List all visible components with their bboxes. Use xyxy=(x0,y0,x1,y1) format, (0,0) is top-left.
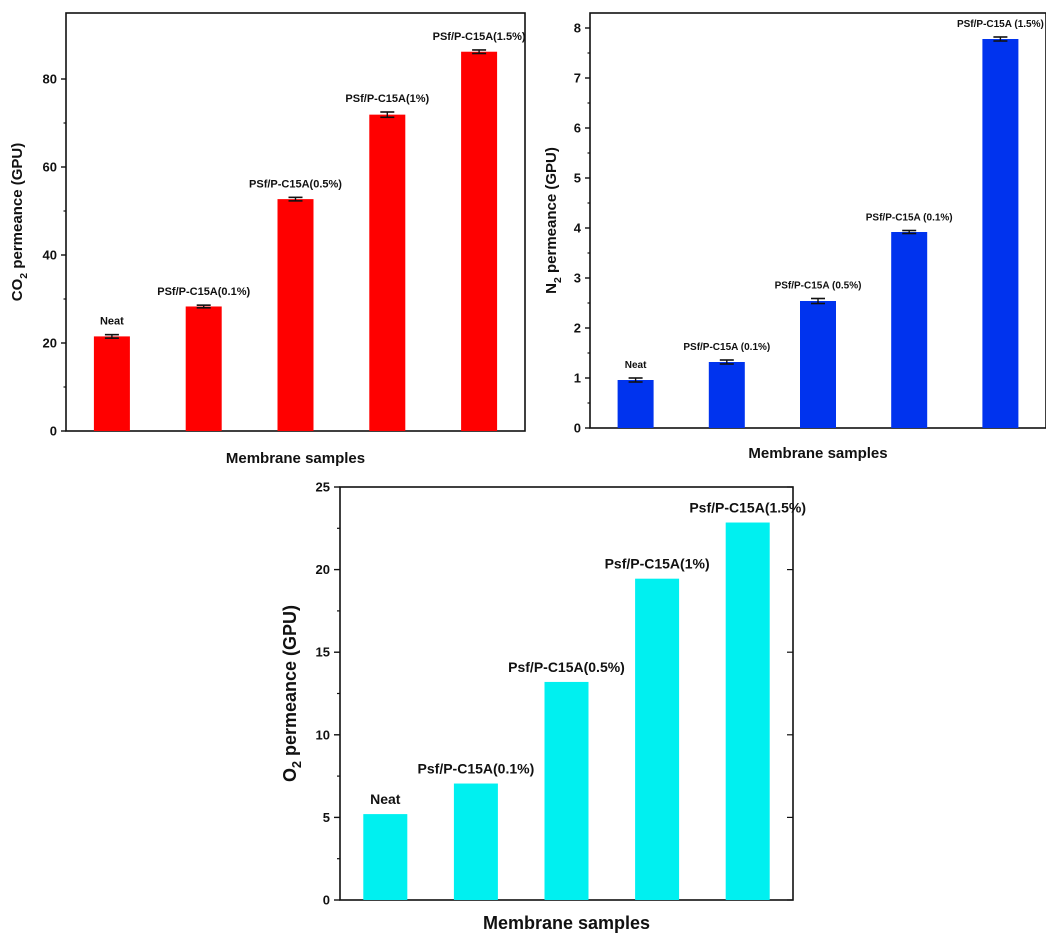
y-tick-label: 25 xyxy=(316,480,330,495)
bar xyxy=(544,681,589,900)
bar xyxy=(93,336,130,431)
y-axis-title: O2 permeance (GPU) xyxy=(280,605,304,782)
y-tick-label: 10 xyxy=(316,727,330,742)
y-axis-title-rest: permeance (GPU) xyxy=(9,143,26,273)
bar-category-label: PSf/P-C15A (0.5%) xyxy=(775,281,862,292)
y-tick-label: 4 xyxy=(574,221,582,236)
y-tick-label: 15 xyxy=(316,645,330,660)
y-tick-label: 80 xyxy=(43,72,57,87)
y-axis-title-subscript: 2 xyxy=(290,761,304,768)
bar-category-label: Psf/P-C15A(0.1%) xyxy=(418,761,535,777)
y-tick-label: 20 xyxy=(43,336,57,351)
bar xyxy=(453,783,498,900)
y-tick-label: 40 xyxy=(43,248,57,263)
bar-category-label: PSf/P-C15A (0.1%) xyxy=(866,213,953,224)
bar-category-label: Psf/P-C15A(1.5%) xyxy=(689,500,806,516)
chart-2: 0 1 2 3 4 5 6 7 8 Neat PSf/P-C15A (0.1%) PSf/P-C15A… xyxy=(543,12,1046,462)
chart-1: 0 20 40 60 80 Neat PSf/P-C15A(0.1%) PSf/P-C15A(… xyxy=(9,12,526,467)
y-axis-title: CO2 permeance (GPU) xyxy=(9,143,30,301)
y-tick-label: 6 xyxy=(574,121,581,136)
bar-category-label: PSf/P-C15A(0.5%) xyxy=(249,178,342,190)
y-axis-title-rest: permeance (GPU) xyxy=(280,605,300,761)
y-axis-title: N2 permeance (GPU) xyxy=(543,147,564,294)
bar xyxy=(725,522,770,900)
bar xyxy=(617,380,654,428)
bar xyxy=(369,114,406,431)
y-tick-label: 0 xyxy=(323,893,330,908)
bar xyxy=(800,301,836,428)
y-tick-label: 5 xyxy=(323,810,330,825)
y-tick-label: 8 xyxy=(574,21,581,36)
x-axis-title: Membrane samples xyxy=(226,450,365,467)
bar-category-label: Neat xyxy=(370,791,401,807)
bar-category-label: PSf/P-C15A(1%) xyxy=(345,93,429,105)
bar-category-label: PSf/P-C15A (1.5%) xyxy=(957,19,1044,30)
y-axis-title-main: N xyxy=(543,283,560,294)
bar xyxy=(277,199,314,431)
y-tick-label: 0 xyxy=(574,421,581,436)
y-tick-label: 0 xyxy=(50,424,57,439)
y-tick-label: 2 xyxy=(574,321,581,336)
y-tick-label: 1 xyxy=(574,371,581,386)
bar-category-label: PSf/P-C15A (0.1%) xyxy=(683,342,770,353)
y-tick-label: 3 xyxy=(574,271,581,286)
bar-category-label: Psf/P-C15A(0.5%) xyxy=(508,659,625,675)
y-axis-title-subscript: 2 xyxy=(18,273,30,279)
bar-category-label: Psf/P-C15A(1%) xyxy=(605,556,710,572)
y-axis-title-subscript: 2 xyxy=(552,277,564,283)
y-tick-label: 60 xyxy=(43,160,57,175)
bar-category-label: PSf/P-C15A(1.5%) xyxy=(433,31,526,43)
bar xyxy=(363,814,408,900)
y-axis-title-main: CO xyxy=(9,278,26,301)
y-tick-label: 20 xyxy=(316,562,330,577)
bar-category-label: Neat xyxy=(625,360,647,371)
y-axis-title-main: O xyxy=(280,768,300,782)
y-tick-label: 7 xyxy=(574,71,581,86)
x-axis-title: Membrane samples xyxy=(748,445,887,462)
bar xyxy=(982,39,1019,428)
chart-3: 0 5 10 15 20 25 Neat Psf/P-C15A(0.1%) Psf/P-C15A… xyxy=(280,480,806,934)
bar xyxy=(708,362,745,428)
y-axis-title-rest: permeance (GPU) xyxy=(543,147,560,277)
y-tick-label: 5 xyxy=(574,171,581,186)
x-axis-title: Membrane samples xyxy=(483,913,650,933)
bar xyxy=(891,232,928,428)
bar xyxy=(635,578,680,900)
bar xyxy=(185,306,222,431)
bar xyxy=(461,51,498,431)
bar-category-label: PSf/P-C15A(0.1%) xyxy=(157,286,250,298)
bar-category-label: Neat xyxy=(100,316,124,328)
